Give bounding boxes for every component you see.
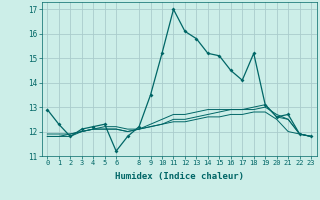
X-axis label: Humidex (Indice chaleur): Humidex (Indice chaleur) [115, 172, 244, 181]
